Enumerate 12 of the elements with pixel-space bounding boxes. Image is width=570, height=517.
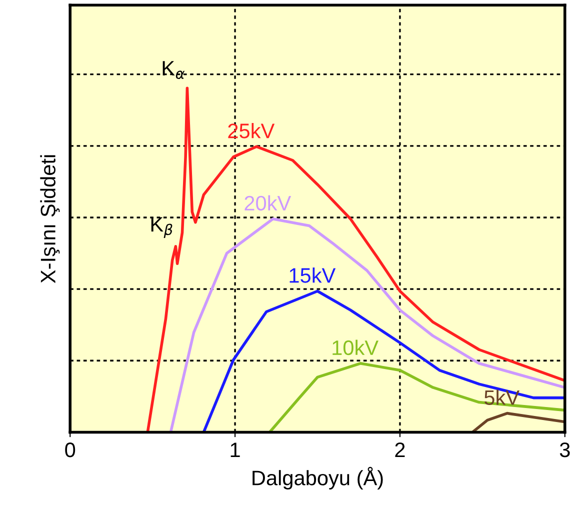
series-label: 15kV: [290, 268, 336, 283]
series-label: 10kV: [332, 340, 378, 356]
x-tick-label: 1: [230, 442, 240, 458]
x-tick-label: 2: [395, 442, 405, 458]
x-tick-label: 3: [560, 442, 570, 458]
series-label: 20kV: [244, 195, 292, 211]
x-axis-title: Dalgaboyu (Å): [252, 466, 383, 490]
series-label: 5kV: [484, 390, 520, 405]
x-tick-label: 0: [65, 442, 76, 458]
y-axis-title: X-Işını Şiddeti: [40, 155, 60, 284]
series-label: 25kV: [228, 123, 275, 138]
annotation: K$_{β}$: [151, 217, 172, 238]
